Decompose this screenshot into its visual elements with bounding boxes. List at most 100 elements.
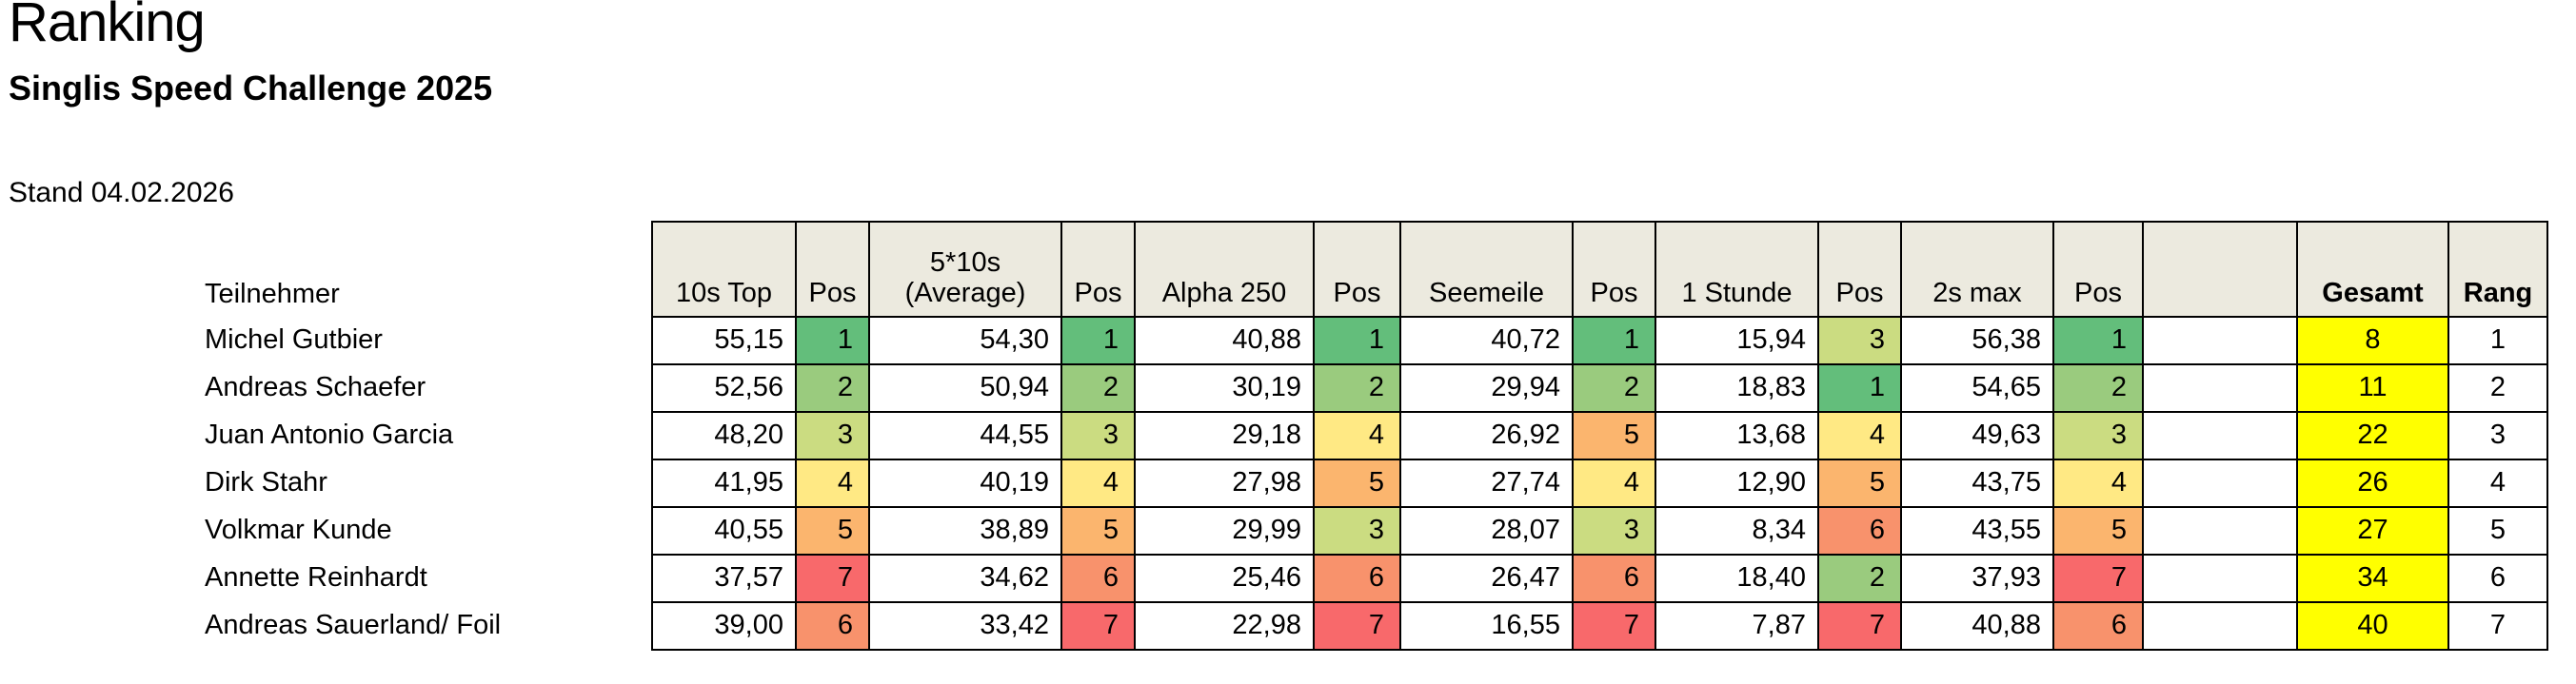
value-cell-2s-max: 49,63: [1900, 411, 2054, 460]
table-row: Michel Gutbier 55,15 1 54,30 1 40,88 1 4…: [0, 316, 2548, 365]
rang-cell: 3: [2447, 411, 2548, 460]
pos-cell-1-stunde: 4: [1817, 411, 1902, 460]
spacer-cell: [2142, 506, 2298, 556]
col-header-pos-1-stunde: Pos: [1817, 221, 1902, 318]
page-title: Ranking: [9, 0, 206, 53]
spacer-cell: [2142, 363, 2298, 413]
spacer-cell: [2142, 601, 2298, 651]
value-cell-seemeile: 28,07: [1399, 506, 1574, 556]
value-cell-5x10s: 44,55: [868, 411, 1062, 460]
value-cell-seemeile: 40,72: [1399, 316, 1574, 365]
col-header-spacer: [2142, 221, 2298, 318]
participant-name-cell: Juan Antonio Garcia: [205, 420, 454, 451]
pos-cell-5x10s: 7: [1060, 601, 1136, 651]
pos-cell-seemeile: 4: [1572, 459, 1656, 508]
ranking-table: Teilnehmer 10s Top Pos 5*10s (Average) P…: [0, 221, 2548, 651]
pos-cell-seemeile: 5: [1572, 411, 1656, 460]
pos-cell-10s-top: 7: [795, 554, 870, 603]
spacer-cell: [2142, 316, 2298, 365]
value-cell-10s-top: 37,57: [651, 554, 797, 603]
pos-cell-alpha-250: 5: [1313, 459, 1401, 508]
pos-cell-alpha-250: 7: [1313, 601, 1401, 651]
col-header-5x10s-average: 5*10s (Average): [868, 221, 1062, 318]
value-cell-10s-top: 40,55: [651, 506, 797, 556]
pos-cell-1-stunde: 5: [1817, 459, 1902, 508]
value-cell-10s-top: 48,20: [651, 411, 797, 460]
value-cell-2s-max: 54,65: [1900, 363, 2054, 413]
value-cell-2s-max: 56,38: [1900, 316, 2054, 365]
rang-cell: 2: [2447, 363, 2548, 413]
spacer-cell: [2142, 411, 2298, 460]
value-cell-alpha-250: 25,46: [1134, 554, 1315, 603]
value-cell-seemeile: 29,94: [1399, 363, 1574, 413]
col-header-gesamt: Gesamt: [2296, 221, 2449, 318]
gesamt-cell: 26: [2296, 459, 2449, 508]
rang-cell: 1: [2447, 316, 2548, 365]
value-cell-5x10s: 34,62: [868, 554, 1062, 603]
spacer-cell: [2142, 554, 2298, 603]
participant-name-cell: Dirk Stahr: [205, 467, 327, 498]
pos-cell-10s-top: 1: [795, 316, 870, 365]
pos-cell-10s-top: 3: [795, 411, 870, 460]
rang-cell: 4: [2447, 459, 2548, 508]
value-cell-1-stunde: 12,90: [1655, 459, 1819, 508]
rang-cell: 7: [2447, 601, 2548, 651]
pos-cell-2s-max: 7: [2052, 554, 2144, 603]
pos-cell-2s-max: 3: [2052, 411, 2144, 460]
table-row: Juan Antonio Garcia 48,20 3 44,55 3 29,1…: [0, 411, 2548, 460]
rang-cell: 6: [2447, 554, 2548, 603]
rang-cell: 5: [2447, 506, 2548, 556]
col-header-seemeile: Seemeile: [1399, 221, 1574, 318]
spacer-cell: [2142, 459, 2298, 508]
pos-cell-5x10s: 4: [1060, 459, 1136, 508]
gesamt-cell: 11: [2296, 363, 2449, 413]
table-row: Andreas Schaefer 52,56 2 50,94 2 30,19 2…: [0, 363, 2548, 413]
pos-cell-10s-top: 4: [795, 459, 870, 508]
pos-cell-1-stunde: 7: [1817, 601, 1902, 651]
value-cell-5x10s: 38,89: [868, 506, 1062, 556]
pos-cell-alpha-250: 6: [1313, 554, 1401, 603]
value-cell-seemeile: 27,74: [1399, 459, 1574, 508]
header-row: Teilnehmer 10s Top Pos 5*10s (Average) P…: [0, 221, 2548, 318]
participant-name-cell: Annette Reinhardt: [205, 562, 427, 594]
col-header-2s-max: 2s max: [1900, 221, 2054, 318]
pos-cell-10s-top: 6: [795, 601, 870, 651]
table-row: Dirk Stahr 41,95 4 40,19 4 27,98 5 27,74…: [0, 459, 2548, 508]
pos-cell-5x10s: 2: [1060, 363, 1136, 413]
page-subtitle: Singlis Speed Challenge 2025: [9, 68, 493, 107]
value-cell-5x10s: 54,30: [868, 316, 1062, 365]
gesamt-cell: 27: [2296, 506, 2449, 556]
gesamt-cell: 34: [2296, 554, 2449, 603]
value-cell-1-stunde: 15,94: [1655, 316, 1819, 365]
ranking-table-body: Michel Gutbier 55,15 1 54,30 1 40,88 1 4…: [0, 316, 2548, 651]
value-cell-alpha-250: 30,19: [1134, 363, 1315, 413]
gesamt-cell: 22: [2296, 411, 2449, 460]
value-cell-10s-top: 39,00: [651, 601, 797, 651]
value-cell-1-stunde: 8,34: [1655, 506, 1819, 556]
col-header-1-stunde: 1 Stunde: [1655, 221, 1819, 318]
value-cell-1-stunde: 13,68: [1655, 411, 1819, 460]
pos-cell-5x10s: 1: [1060, 316, 1136, 365]
participant-column-header: Teilnehmer: [205, 279, 340, 310]
pos-cell-alpha-250: 3: [1313, 506, 1401, 556]
pos-cell-5x10s: 3: [1060, 411, 1136, 460]
pos-cell-5x10s: 6: [1060, 554, 1136, 603]
value-cell-10s-top: 52,56: [651, 363, 797, 413]
table-row: Volkmar Kunde 40,55 5 38,89 5 29,99 3 28…: [0, 506, 2548, 556]
participant-name-cell: Andreas Schaefer: [205, 372, 426, 403]
value-cell-2s-max: 43,55: [1900, 506, 2054, 556]
pos-cell-2s-max: 5: [2052, 506, 2144, 556]
value-cell-seemeile: 26,47: [1399, 554, 1574, 603]
pos-cell-2s-max: 2: [2052, 363, 2144, 413]
col-header-pos-10s: Pos: [795, 221, 870, 318]
participant-name-cell: Michel Gutbier: [205, 324, 383, 356]
pos-cell-2s-max: 4: [2052, 459, 2144, 508]
value-cell-seemeile: 26,92: [1399, 411, 1574, 460]
pos-cell-5x10s: 5: [1060, 506, 1136, 556]
col-header-pos-alpha: Pos: [1313, 221, 1401, 318]
value-cell-seemeile: 16,55: [1399, 601, 1574, 651]
pos-cell-10s-top: 2: [795, 363, 870, 413]
value-cell-alpha-250: 22,98: [1134, 601, 1315, 651]
pos-cell-alpha-250: 2: [1313, 363, 1401, 413]
value-cell-1-stunde: 18,40: [1655, 554, 1819, 603]
